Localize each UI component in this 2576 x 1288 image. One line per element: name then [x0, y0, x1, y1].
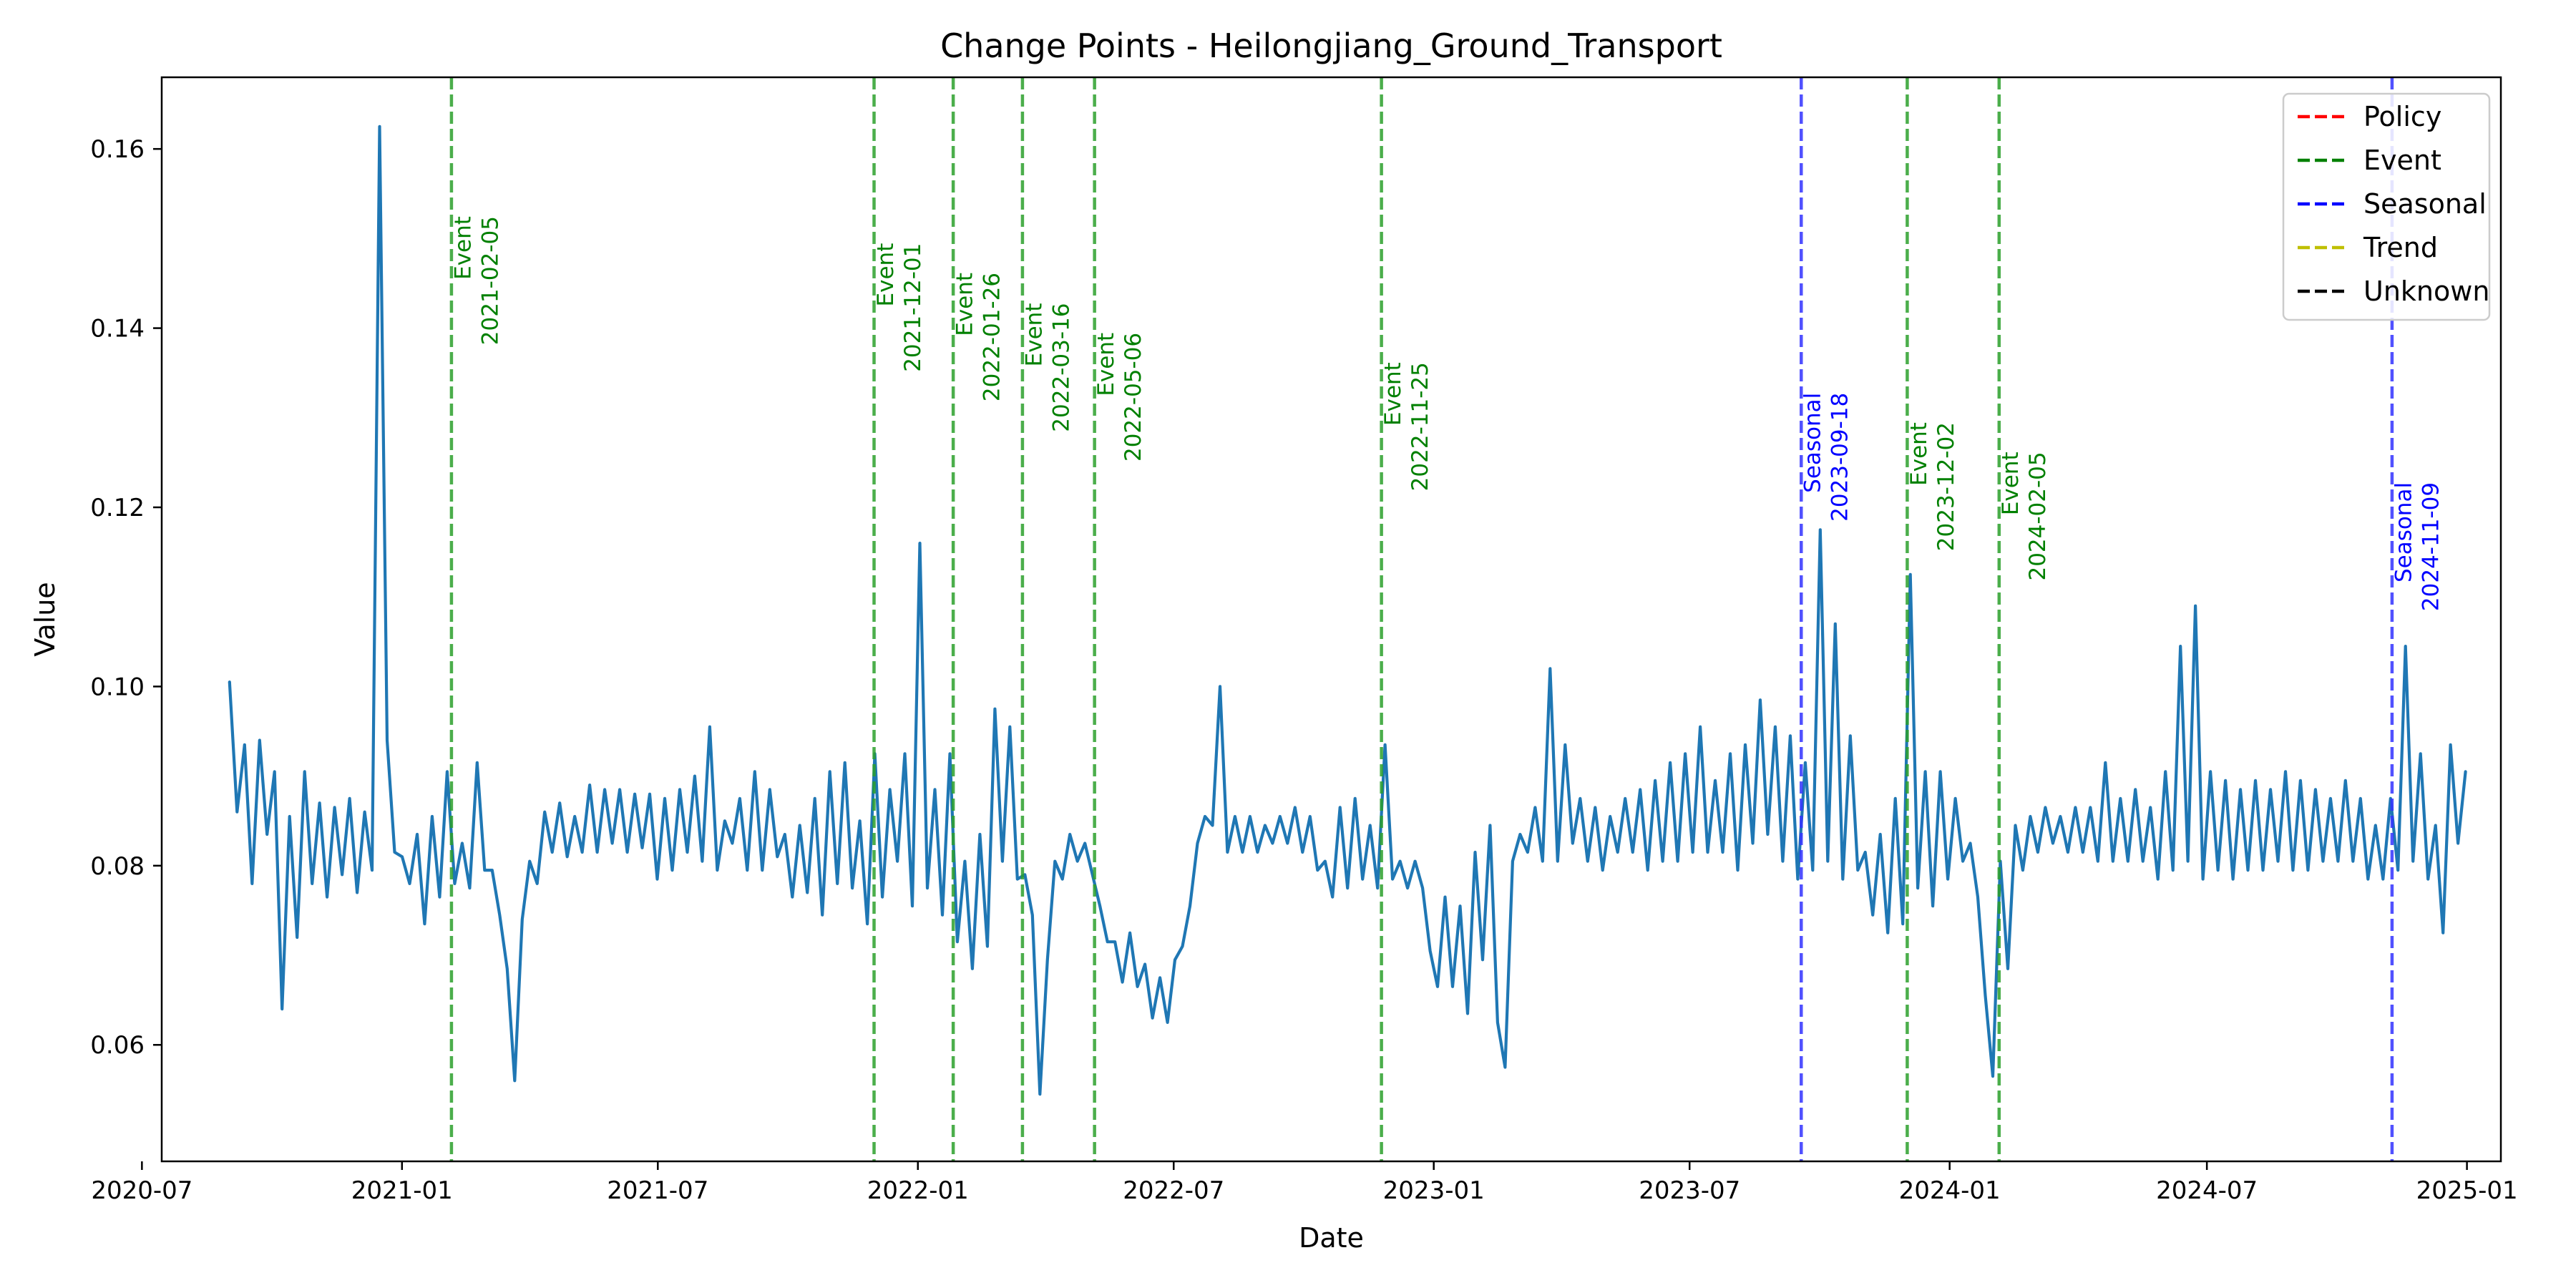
y-tick-label-4: 0.14: [90, 315, 145, 343]
change-point-date: 2022-05-06: [1121, 333, 1146, 462]
change-point-date: 2023-09-18: [1828, 393, 1853, 522]
y-axis-label: Value: [29, 582, 61, 656]
change-point-type: Event: [1093, 333, 1119, 396]
legend-label: Seasonal: [2363, 188, 2487, 220]
legend-entry-policy: Policy: [2298, 101, 2441, 132]
x-tick-label-3: 2022-01: [867, 1176, 969, 1205]
legend-label: Trend: [2363, 232, 2438, 263]
change-point-date: 2024-02-05: [2025, 452, 2051, 580]
change-point-type: Seasonal: [2391, 482, 2416, 582]
legend-entry-event: Event: [2298, 145, 2441, 176]
x-axis-label: Date: [1299, 1222, 1364, 1254]
change-point-type: Seasonal: [1800, 393, 1826, 493]
change-point-date: 2022-01-26: [980, 273, 1005, 401]
change-point-label-8: Event 2024-02-05: [1998, 452, 2051, 580]
change-point-type: Event: [1380, 362, 1406, 426]
change-point-type: Event: [952, 273, 978, 336]
change-point-date: 2021-02-05: [477, 216, 503, 345]
change-point-label-1: Event 2021-12-01: [873, 243, 926, 372]
y-tick-label-1: 0.08: [90, 852, 145, 881]
x-tick-label-6: 2023-07: [1639, 1176, 1740, 1205]
legend-entry-trend: Trend: [2298, 232, 2438, 263]
legend-label: Event: [2363, 145, 2441, 176]
legend-entry-unknown: Unknown: [2298, 275, 2489, 307]
change-point-date: 2022-03-16: [1048, 303, 1074, 432]
x-tick-label-7: 2024-01: [1899, 1176, 2001, 1205]
change-point-label-0: Event 2021-02-05: [450, 216, 503, 345]
y-tick-label-3: 0.12: [90, 494, 145, 522]
change-point-type: Event: [450, 216, 476, 280]
series-line-0: [228, 125, 2467, 1096]
x-tick-label-0: 2020-07: [91, 1176, 192, 1205]
y-tick-label-5: 0.16: [90, 135, 145, 164]
change-point-label-9: Seasonal 2024-11-09: [2391, 482, 2444, 611]
change-point-type: Event: [1021, 303, 1047, 367]
change-point-type: Event: [1998, 452, 2024, 515]
plot-frame: [160, 76, 2502, 1163]
change-point-type: Event: [1906, 422, 1932, 486]
change-point-date: 2023-12-02: [1933, 422, 1959, 551]
change-point-label-5: Event 2022-11-25: [1380, 362, 1433, 491]
change-point-date: 2024-11-09: [2418, 482, 2444, 611]
x-tick-label-5: 2023-01: [1383, 1176, 1485, 1205]
x-tick-label-2: 2021-07: [607, 1176, 708, 1205]
legend-entry-seasonal: Seasonal: [2298, 188, 2487, 220]
x-tick-label-4: 2022-07: [1123, 1176, 1224, 1205]
change-point-label-2: Event 2022-01-26: [952, 273, 1005, 401]
legend-label: Unknown: [2363, 275, 2489, 307]
x-tick-label-9: 2025-01: [2416, 1176, 2518, 1205]
legend-label: Policy: [2363, 101, 2441, 132]
change-point-date: 2021-12-01: [900, 243, 926, 372]
chart-title: Change Points - Heilongjiang_Ground_Tran…: [940, 26, 1722, 65]
change-point-label-3: Event 2022-03-16: [1021, 303, 1074, 432]
legend-box: [2282, 92, 2491, 321]
change-point-type: Event: [873, 243, 899, 307]
change-point-date: 2022-11-25: [1407, 362, 1433, 491]
y-tick-label-0: 0.06: [90, 1031, 145, 1060]
x-tick-label-1: 2021-01: [351, 1176, 453, 1205]
x-tick-label-8: 2024-07: [2156, 1176, 2258, 1205]
y-tick-label-2: 0.10: [90, 673, 145, 701]
change-point-label-7: Event 2023-12-02: [1906, 422, 1959, 551]
change-point-label-6: Seasonal 2023-09-18: [1800, 393, 1853, 522]
change-point-label-4: Event 2022-05-06: [1093, 333, 1146, 462]
